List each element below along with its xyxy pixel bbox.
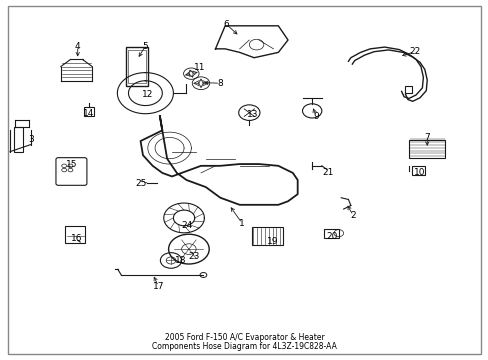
Text: 6: 6 bbox=[223, 19, 228, 28]
Text: 12: 12 bbox=[142, 90, 153, 99]
Text: 7: 7 bbox=[424, 133, 429, 142]
Bar bbox=[126, 47, 148, 86]
Bar bbox=[405, 86, 412, 93]
Text: 11: 11 bbox=[194, 63, 205, 72]
Text: 25: 25 bbox=[135, 179, 146, 188]
Text: 24: 24 bbox=[182, 221, 193, 230]
Text: 16: 16 bbox=[71, 234, 82, 243]
Text: 15: 15 bbox=[66, 159, 78, 168]
Text: 2: 2 bbox=[350, 211, 355, 220]
Text: 18: 18 bbox=[175, 256, 186, 265]
Text: 22: 22 bbox=[408, 47, 420, 56]
Text: 17: 17 bbox=[152, 282, 164, 291]
Text: 20: 20 bbox=[326, 231, 338, 240]
Bar bbox=[324, 229, 338, 238]
Text: 9: 9 bbox=[312, 112, 318, 121]
Bar bbox=[14, 127, 23, 152]
Text: 2005 Ford F-150 A/C Evaporator & Heater: 2005 Ford F-150 A/C Evaporator & Heater bbox=[164, 333, 324, 342]
Text: 5: 5 bbox=[142, 41, 148, 50]
Bar bbox=[65, 226, 85, 243]
Text: 19: 19 bbox=[266, 237, 278, 246]
Text: 10: 10 bbox=[413, 168, 425, 177]
Text: 4: 4 bbox=[75, 41, 81, 50]
Text: 1: 1 bbox=[239, 219, 244, 228]
Bar bbox=[128, 50, 146, 84]
Text: 8: 8 bbox=[217, 79, 223, 88]
Bar bbox=[411, 166, 425, 175]
Bar bbox=[251, 228, 283, 244]
Bar bbox=[408, 140, 445, 158]
Text: 21: 21 bbox=[321, 168, 333, 177]
Text: 23: 23 bbox=[188, 252, 199, 261]
Bar bbox=[84, 107, 94, 116]
Text: Components Hose Diagram for 4L3Z-19C828-AA: Components Hose Diagram for 4L3Z-19C828-… bbox=[152, 342, 336, 351]
Text: 14: 14 bbox=[83, 109, 94, 118]
Text: 13: 13 bbox=[247, 110, 259, 119]
Text: 3: 3 bbox=[28, 135, 34, 144]
